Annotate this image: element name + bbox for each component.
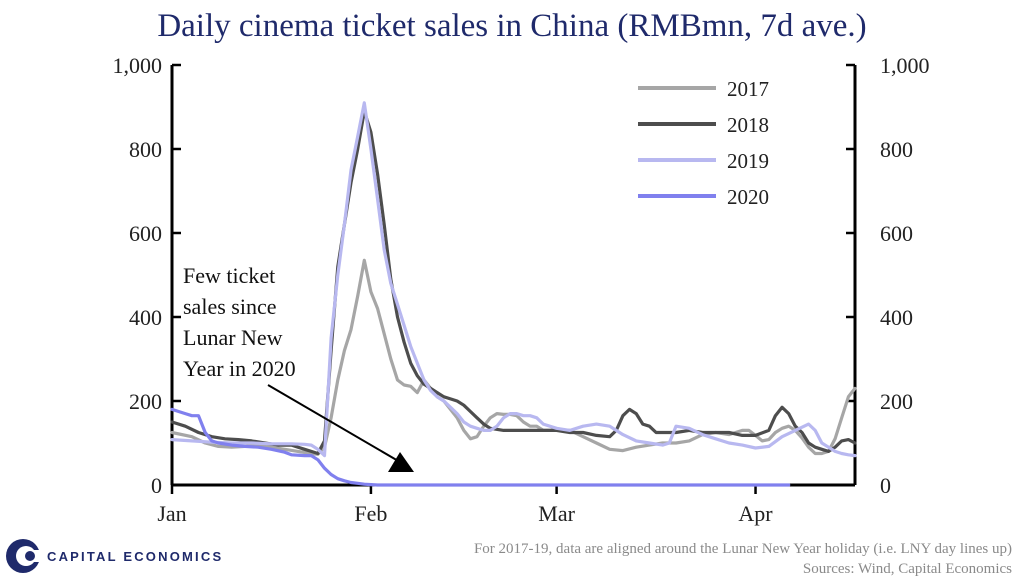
logo-dot-icon: [25, 551, 35, 561]
y-tick-label-right: 0: [880, 473, 891, 498]
y-tick-label-right: 1,000: [880, 53, 930, 78]
series-line-2017: [170, 258, 857, 456]
axes: 0 0 200 200 400 400 600 600 800 800 1,000 1,000 Jan F…: [113, 53, 930, 526]
logo-text: CAPITAL ECONOMICS: [47, 549, 223, 564]
x-tick-label: Feb: [354, 501, 387, 526]
x-tick-label: Jan: [157, 501, 186, 526]
annotation: Few ticket sales since Lunar New Year in…: [183, 263, 414, 472]
y-tick-label-left: 200: [129, 389, 162, 414]
y-tick-label-right: 800: [880, 137, 913, 162]
legend: 2017 2018 2019 2020: [638, 77, 769, 209]
series-line-2019: [170, 101, 857, 458]
annotation-line-4: Year in 2020: [183, 356, 296, 381]
x-tick-label: Mar: [538, 501, 575, 526]
annotation-line-3: Lunar New: [183, 325, 283, 350]
y-tick-label-left: 0: [151, 473, 162, 498]
series-line-2020: [170, 407, 791, 487]
source-note: Sources: Wind, Capital Economics: [803, 561, 1012, 577]
capital-economics-logo: CAPITAL ECONOMICS: [6, 539, 223, 573]
legend-label-2020: 2020: [727, 185, 769, 209]
y-tick-label-left: 600: [129, 221, 162, 246]
annotation-arrow-head: [388, 452, 414, 472]
annotation-line-2: sales since: [183, 294, 276, 319]
annotation-arrow-line: [267, 384, 401, 463]
footnote: For 2017-19, data are aligned around the…: [474, 541, 1012, 557]
annotation-line-1: Few ticket: [183, 263, 275, 288]
y-tick-label-left: 800: [129, 137, 162, 162]
legend-label-2017: 2017: [727, 77, 769, 101]
legend-label-2018: 2018: [727, 113, 769, 137]
y-tick-label-right: 400: [880, 305, 913, 330]
chart-title: Daily cinema ticket sales in China (RMBm…: [157, 8, 866, 44]
y-tick-label-right: 200: [880, 389, 913, 414]
y-tick-label-left: 400: [129, 305, 162, 330]
x-tick-label: Apr: [738, 501, 773, 526]
y-tick-label-right: 600: [880, 221, 913, 246]
series-line-2018: [170, 109, 857, 456]
series-layer: [170, 101, 857, 487]
legend-label-2019: 2019: [727, 149, 769, 173]
y-tick-label-left: 1,000: [113, 53, 163, 78]
